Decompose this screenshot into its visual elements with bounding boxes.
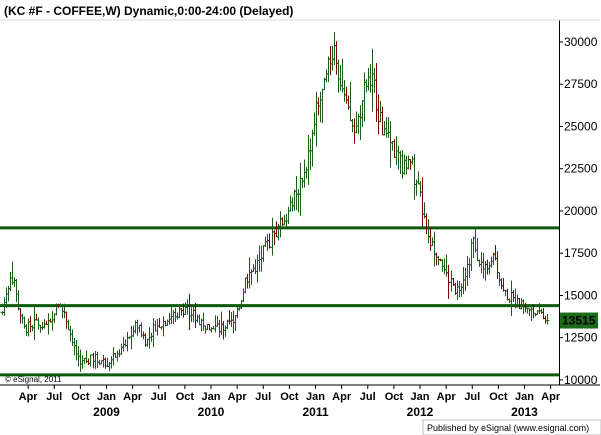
- x-month-label: Jan: [306, 391, 325, 403]
- x-month-label: Oct: [489, 391, 508, 403]
- y-tick-label: 20000: [564, 204, 598, 218]
- y-tick-label: 17500: [564, 246, 598, 260]
- weekly-price-bar: [545, 314, 550, 325]
- x-year-label: 2009: [93, 405, 120, 419]
- y-tick-label: 10000: [564, 373, 598, 387]
- y-tick-label: 22500: [564, 162, 598, 176]
- x-month-label: Apr: [541, 391, 561, 403]
- plot-frame: [0, 19, 600, 386]
- x-month-label: Apr: [228, 391, 248, 403]
- x-month-label: Jul: [46, 391, 62, 403]
- price-bars: [0, 31, 550, 372]
- y-tick-label: 27500: [564, 77, 598, 91]
- published-by-text: Published by eSignal (www.esignal.com): [427, 423, 589, 433]
- x-year-label: 2012: [407, 405, 434, 419]
- x-month-label: Oct: [280, 391, 299, 403]
- x-year-label: 2011: [302, 405, 328, 419]
- x-month-label: Oct: [385, 391, 404, 403]
- x-month-label: Jul: [255, 391, 271, 403]
- support-resistance-lines: [0, 226, 559, 377]
- x-month-label: Jan: [411, 391, 430, 403]
- x-month-label: Apr: [437, 391, 457, 403]
- x-month-label: Jul: [464, 391, 480, 403]
- x-month-label: Apr: [123, 391, 143, 403]
- footer-bar: Published by eSignal (www.esignal.com): [422, 419, 601, 435]
- chart-title: (KC #F - COFFEE,W) Dynamic,0:00-24:00 (D…: [4, 4, 293, 18]
- x-month-label: Jan: [515, 391, 534, 403]
- y-axis: 30000 27500 25000 22500 20000 17500 15000 12500…: [559, 35, 598, 387]
- x-month-label: Apr: [19, 391, 39, 403]
- footer-box: [422, 419, 601, 435]
- copyright-text: © eSignal, 2011: [5, 375, 62, 384]
- y-tick-label: 15000: [564, 288, 598, 302]
- x-month-label: Jan: [202, 391, 221, 403]
- y-tick-label: 30000: [564, 35, 598, 49]
- x-month-label: Oct: [71, 391, 90, 403]
- x-year-label: 2010: [198, 405, 225, 419]
- y-tick-label: 12500: [564, 331, 598, 345]
- x-month-label: Jan: [97, 391, 116, 403]
- x-axis: Apr Jul Oct Jan Apr Jul Oct Jan Apr Jul Oct Jan Apr J…: [19, 385, 561, 419]
- x-month-label: Jul: [360, 391, 376, 403]
- last-value-marker: 13515: [560, 312, 598, 329]
- x-year-label: 2013: [511, 405, 538, 419]
- x-month-label: Oct: [176, 391, 195, 403]
- y-tick-label: 25000: [564, 119, 598, 133]
- last-value-box: [560, 312, 598, 329]
- last-value-label: 13515: [562, 314, 596, 328]
- x-month-label: Jul: [151, 391, 167, 403]
- x-month-label: Apr: [332, 391, 352, 403]
